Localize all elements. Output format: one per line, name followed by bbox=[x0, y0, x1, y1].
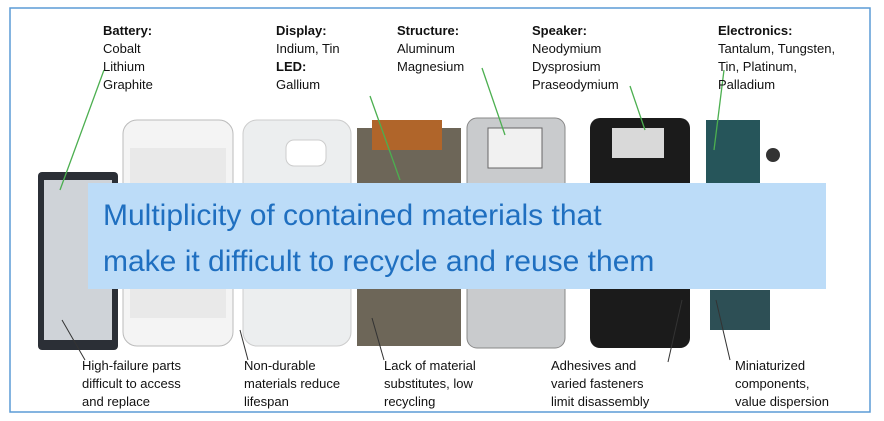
label-line: Aluminum bbox=[397, 41, 455, 56]
label-line: Indium, Tin bbox=[276, 41, 340, 56]
diagram: Battery: Cobalt Lithium Graphite Display: Ind… bbox=[0, 0, 884, 421]
caption-line: lifespan bbox=[244, 394, 289, 409]
label-heading: Speaker: bbox=[532, 23, 587, 38]
caption-line: difficult to access bbox=[82, 376, 181, 391]
caption-line: Lack of material bbox=[384, 358, 476, 373]
caption-line: materials reduce bbox=[244, 376, 340, 391]
caption-line: Miniaturized bbox=[735, 358, 805, 373]
caption-line: value dispersion bbox=[735, 394, 829, 409]
label-line: Gallium bbox=[276, 77, 320, 92]
camera bbox=[766, 148, 780, 162]
callout-text: Multiplicity of contained materials that bbox=[103, 199, 602, 232]
caption-line: limit disassembly bbox=[551, 394, 650, 409]
caption-line: recycling bbox=[384, 394, 435, 409]
label-heading: Battery: bbox=[103, 23, 152, 38]
label-line: Tin, Platinum, bbox=[718, 59, 797, 74]
caption-line: components, bbox=[735, 376, 809, 391]
caption-line: High-failure parts bbox=[82, 358, 181, 373]
label-heading: Structure: bbox=[397, 23, 459, 38]
speaker bbox=[612, 128, 664, 158]
label-line: Dysprosium bbox=[532, 59, 601, 74]
mainboard bbox=[706, 120, 760, 190]
flex-cable bbox=[372, 120, 442, 150]
caption-line: Adhesives and bbox=[551, 358, 636, 373]
label-line: Cobalt bbox=[103, 41, 141, 56]
label-line: Tantalum, Tungsten, bbox=[718, 41, 835, 56]
caption-line: Non-durable bbox=[244, 358, 316, 373]
caption-line: substitutes, low bbox=[384, 376, 473, 391]
label-line: Neodymium bbox=[532, 41, 601, 56]
subboard bbox=[710, 290, 770, 330]
callout-text: make it difficult to recycle and reuse t… bbox=[103, 245, 654, 278]
caption-line: varied fasteners bbox=[551, 376, 644, 391]
label-line: Graphite bbox=[103, 77, 153, 92]
frame-part bbox=[488, 128, 542, 168]
label-heading: Display: bbox=[276, 23, 327, 38]
label-line: Magnesium bbox=[397, 59, 464, 74]
caption-line: and replace bbox=[82, 394, 150, 409]
label-line: Lithium bbox=[103, 59, 145, 74]
camera-cutout bbox=[286, 140, 326, 166]
label-heading: LED: bbox=[276, 59, 306, 74]
label-line: Palladium bbox=[718, 77, 775, 92]
label-line: Praseodymium bbox=[532, 77, 619, 92]
label-heading: Electronics: bbox=[718, 23, 792, 38]
